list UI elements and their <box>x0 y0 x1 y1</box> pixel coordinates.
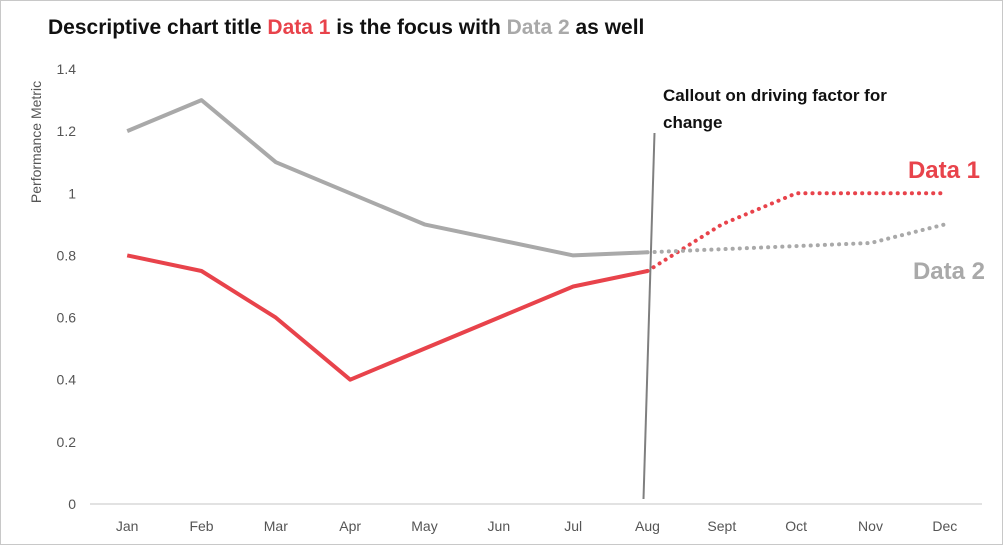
x-tick-label: Sept <box>707 518 736 534</box>
x-tick-label: Feb <box>189 518 213 534</box>
y-tick-label: 0 <box>68 496 76 512</box>
x-tick-label: Aug <box>635 518 660 534</box>
chart-title: Descriptive chart title Data 1 is the fo… <box>48 16 644 40</box>
data-1-actual-line <box>126 253 648 382</box>
x-tick-label: Apr <box>339 518 361 534</box>
y-tick-label: 1 <box>68 185 76 201</box>
title-part-3: is the focus with <box>330 16 507 39</box>
x-tick-label: Oct <box>785 518 807 534</box>
callout-line <box>642 132 656 500</box>
y-axis-label: Performance Metric <box>28 81 44 203</box>
x-tick-label: Jun <box>488 518 511 534</box>
y-tick-label: 0.2 <box>57 434 77 450</box>
x-tick-label: Jan <box>116 518 139 534</box>
title-part-data1: Data 1 <box>267 16 331 39</box>
y-tick-label: 1.2 <box>57 123 77 139</box>
title-part-5: as well <box>569 16 645 39</box>
data-2-label: Data 2 <box>913 258 985 285</box>
callout-text: Callout on driving factor for <box>663 86 887 105</box>
data-2-actual-line <box>126 98 648 258</box>
data-1-projected-line <box>645 191 947 273</box>
y-tick-label: 1.4 <box>57 61 77 77</box>
x-tick-label: Jul <box>564 518 582 534</box>
y-tick-label: 0.4 <box>57 372 77 388</box>
data-1-label: Data 1 <box>908 157 980 184</box>
data-2-projected-line <box>645 222 947 255</box>
callout-text: change <box>663 113 723 132</box>
x-tick-label: Nov <box>858 518 883 534</box>
x-tick-label: Dec <box>932 518 957 534</box>
x-tick-label: Mar <box>264 518 288 534</box>
y-tick-label: 0.6 <box>57 310 77 326</box>
x-tick-label: May <box>411 518 437 534</box>
title-part-data2: Data 2 <box>506 16 570 39</box>
title-part-1: Descriptive chart title <box>48 16 268 39</box>
y-tick-label: 0.8 <box>57 247 77 263</box>
